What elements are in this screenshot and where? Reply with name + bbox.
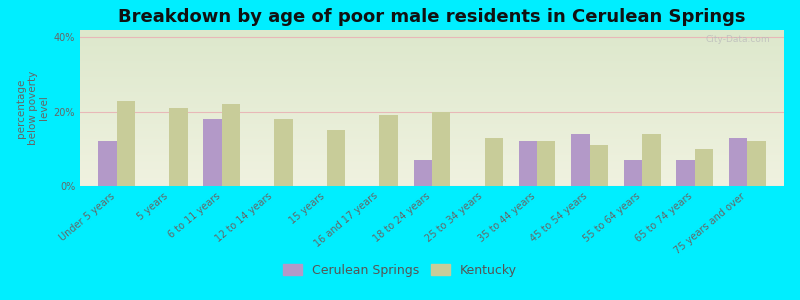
Bar: [729, 138, 747, 186]
Legend: Cerulean Springs, Kentucky: Cerulean Springs, Kentucky: [278, 259, 522, 282]
Bar: [590, 145, 608, 186]
Bar: [203, 119, 222, 186]
Bar: [676, 160, 694, 186]
Bar: [98, 141, 117, 186]
Bar: [642, 134, 661, 186]
Y-axis label: percentage
below poverty
level: percentage below poverty level: [16, 71, 50, 145]
Text: City-Data.com: City-Data.com: [706, 35, 770, 44]
Bar: [624, 160, 642, 186]
Bar: [518, 141, 537, 186]
Bar: [432, 112, 450, 186]
Bar: [694, 149, 713, 186]
Bar: [537, 141, 555, 186]
Bar: [274, 119, 293, 186]
Bar: [747, 141, 766, 186]
Bar: [571, 134, 590, 186]
Bar: [414, 160, 432, 186]
Bar: [170, 108, 188, 186]
Title: Breakdown by age of poor male residents in Cerulean Springs: Breakdown by age of poor male residents …: [118, 8, 746, 26]
Bar: [327, 130, 346, 186]
Bar: [379, 116, 398, 186]
Bar: [117, 100, 135, 186]
Bar: [222, 104, 240, 186]
Bar: [485, 138, 503, 186]
